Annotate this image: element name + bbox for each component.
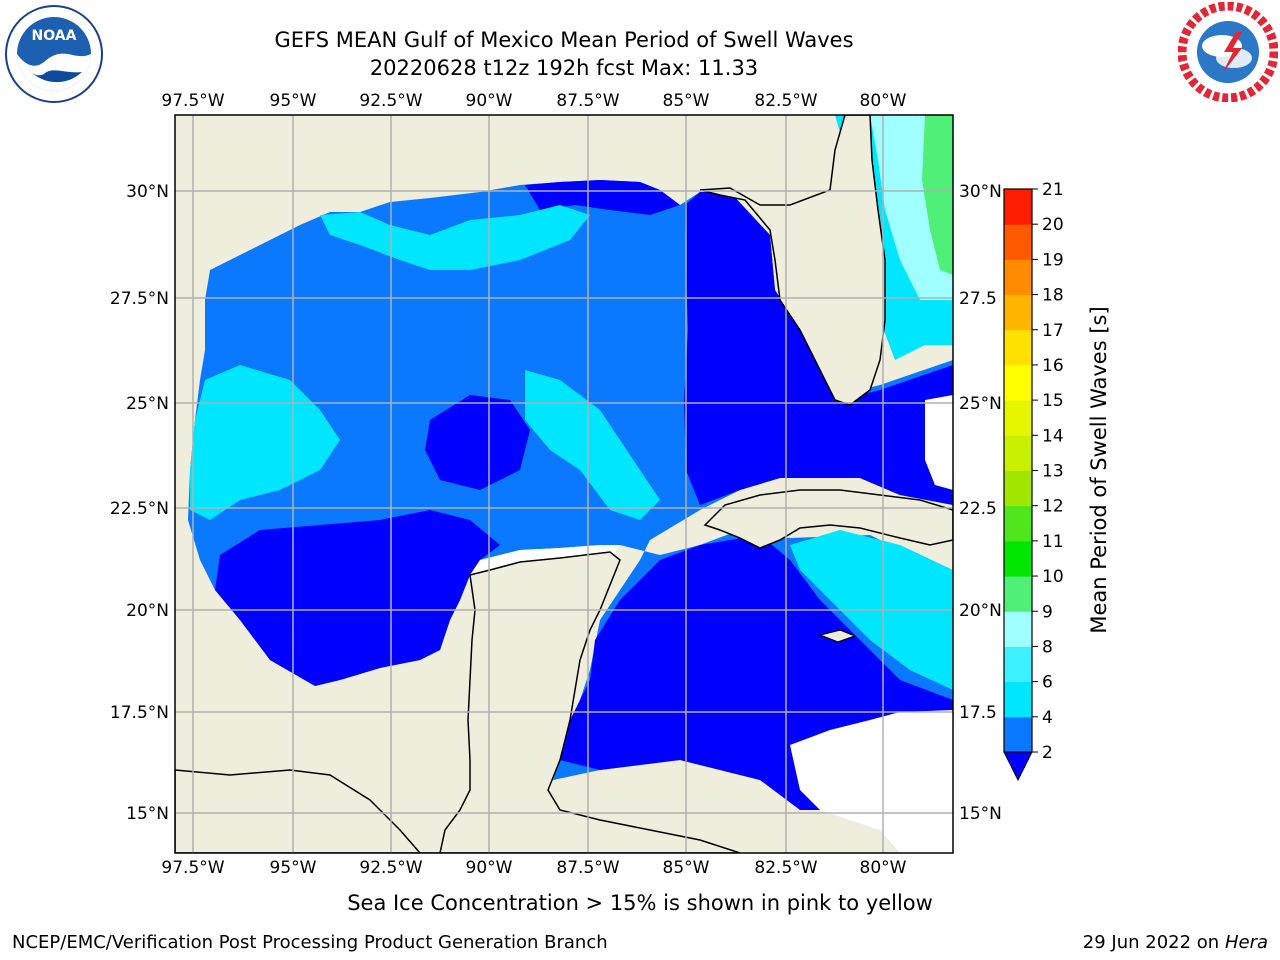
colorbar-band (1004, 364, 1032, 401)
colorbar-band (1004, 716, 1032, 753)
noaa-logo: NOAA (5, 5, 103, 103)
colorbar-band (1004, 224, 1032, 260)
lon-label-top: 90°W (466, 91, 513, 111)
lat-label-left: 30°N (126, 182, 169, 202)
colorbar-ticks: 2 4 6 8 9 10 11 12 13 14 15 16 17 18 19 20 21 (1032, 180, 1064, 763)
host-name: Hera (1224, 932, 1268, 953)
run-date: 29 Jun 2022 on (1082, 932, 1220, 953)
lon-label-bottom: 80°W (860, 858, 907, 878)
lon-label-top: 95°W (270, 91, 317, 111)
lat-label-right: 27.5 (959, 289, 997, 309)
top-lon-labels: 97.5°W 95°W 92.5°W 90°W 87.5°W 85°W 82.5… (161, 91, 906, 111)
no-data-patch-caribbean (790, 710, 953, 853)
lat-label-left: 22.5°N (110, 499, 169, 519)
map-subtitle: 20220628 t12z 192h fcst Max: 11.33 (369, 56, 759, 80)
producer-credit: NCEP/EMC/Verification Post Processing Pr… (12, 932, 608, 953)
bottom-lon-labels: 97.5°W 95°W 92.5°W 90°W 87.5°W 85°W 82.5… (161, 858, 906, 878)
noaa-logo-text: NOAA (32, 28, 77, 44)
colorbar-band (1004, 470, 1032, 507)
sea-ice-footnote: Sea Ice Concentration > 15% is shown in … (0, 891, 1280, 915)
colorbar-band (1004, 259, 1032, 296)
map-frame (174, 114, 954, 854)
colorbar-band (1004, 329, 1032, 366)
colorbar-tick-label: 9 (1042, 602, 1053, 622)
jamaica (818, 629, 857, 643)
lat-label-left: 17.5°N (110, 703, 169, 723)
colorbar-band (1004, 576, 1032, 612)
lat-label-right: 30°N (959, 182, 1002, 202)
lon-label-top: 87.5°W (556, 91, 619, 111)
colorbar-band (1004, 435, 1032, 471)
colorbar-tick-label: 16 (1042, 356, 1064, 376)
colorbar-tick-label: 10 (1042, 567, 1064, 587)
mid-period-region-central (525, 370, 660, 520)
lon-label-bottom: 95°W (270, 858, 317, 878)
colorbar-band (1004, 540, 1032, 577)
colorbar-tick-label: 19 (1042, 250, 1064, 270)
lon-label-bottom: 92.5°W (359, 858, 422, 878)
lat-label-left: 15°N (126, 804, 169, 824)
lon-label-top: 97.5°W (161, 91, 224, 111)
footnote-text: Sea Ice Concentration > 15% is shown in … (347, 891, 933, 915)
colorbar-tick-label: 14 (1042, 426, 1064, 446)
mid-period-region-north (320, 205, 590, 270)
colorbar-tick-label: 17 (1042, 321, 1064, 341)
colorbar-band (1004, 505, 1032, 542)
lat-label-left: 25°N (126, 394, 169, 414)
lat-label-right: 15°N (959, 804, 1002, 824)
low-period-region-central (425, 395, 530, 490)
colorbar-tick-label: 6 (1042, 673, 1053, 693)
colorbar-tick-label: 8 (1042, 637, 1053, 657)
lon-label-top: 85°W (663, 91, 710, 111)
colorbar-band (1004, 611, 1032, 647)
colorbar-tick-label: 11 (1042, 532, 1064, 552)
lat-label-right: 25°N (959, 394, 1002, 414)
colorbar-band (1004, 646, 1032, 683)
colorbar-tick-label: 21 (1042, 180, 1064, 200)
lat-label-left: 27.5°N (110, 289, 169, 309)
lat-label-right: 17.5 (959, 703, 997, 723)
colorbar-tick-label: 4 (1042, 708, 1053, 728)
yucatan-peninsula (175, 551, 741, 853)
colorbar-under-arrow (1003, 751, 1033, 782)
left-lat-labels: 30°N 27.5°N 25°N 22.5°N 20°N 17.5°N 15°N (110, 182, 169, 824)
run-date-credit: 29 Jun 2022 on Hera (1083, 932, 1268, 953)
lon-label-bottom: 90°W (466, 858, 513, 878)
lon-label-bottom: 82.5°W (754, 858, 817, 878)
lat-label-right: 22.5 (959, 499, 997, 519)
colorbar-tick-label: 13 (1042, 462, 1064, 482)
colorbar-band (1004, 189, 1032, 225)
colorbar: 2 4 6 8 9 10 11 12 13 14 15 16 17 18 19 20 21 Mean Perio… (1003, 180, 1111, 782)
colorbar-tick-label: 20 (1042, 215, 1064, 235)
graticule (175, 115, 953, 853)
lon-label-bottom: 97.5°W (161, 858, 224, 878)
lon-label-bottom: 85°W (663, 858, 710, 878)
colorbar-band (1004, 294, 1032, 331)
low-period-region-east (684, 192, 953, 505)
colorbar-tick-label: 18 (1042, 286, 1064, 306)
lon-label-top: 80°W (860, 91, 907, 111)
lat-label-right: 20°N (959, 601, 1002, 621)
colorbar-tick-label: 12 (1042, 497, 1064, 517)
lon-label-bottom: 87.5°W (556, 858, 619, 878)
colorbar-label: Mean Period of Swell Waves [s] (1087, 306, 1111, 633)
colorbar-band (1004, 400, 1032, 436)
map-title: GEFS MEAN Gulf of Mexico Mean Period of … (274, 28, 854, 52)
cuba (703, 489, 953, 549)
colorbar-band (1004, 681, 1032, 718)
nws-logo (1178, 2, 1278, 102)
lat-label-left: 20°N (126, 601, 169, 621)
no-data-patch-yucatan-north (470, 545, 620, 575)
colorbar-bands (1004, 189, 1032, 753)
right-lat-labels: 30°N 27.5 25°N 22.5 20°N 17.5 15°N (959, 182, 1002, 824)
lon-label-top: 82.5°W (754, 91, 817, 111)
colorbar-tick-label: 15 (1042, 391, 1064, 411)
lon-label-top: 92.5°W (359, 91, 422, 111)
low-period-region-southwest (215, 510, 500, 686)
colorbar-tick-label: 2 (1042, 743, 1053, 763)
no-data-patch-bahamas (925, 395, 953, 490)
green-period-region-atlantic (922, 115, 953, 275)
